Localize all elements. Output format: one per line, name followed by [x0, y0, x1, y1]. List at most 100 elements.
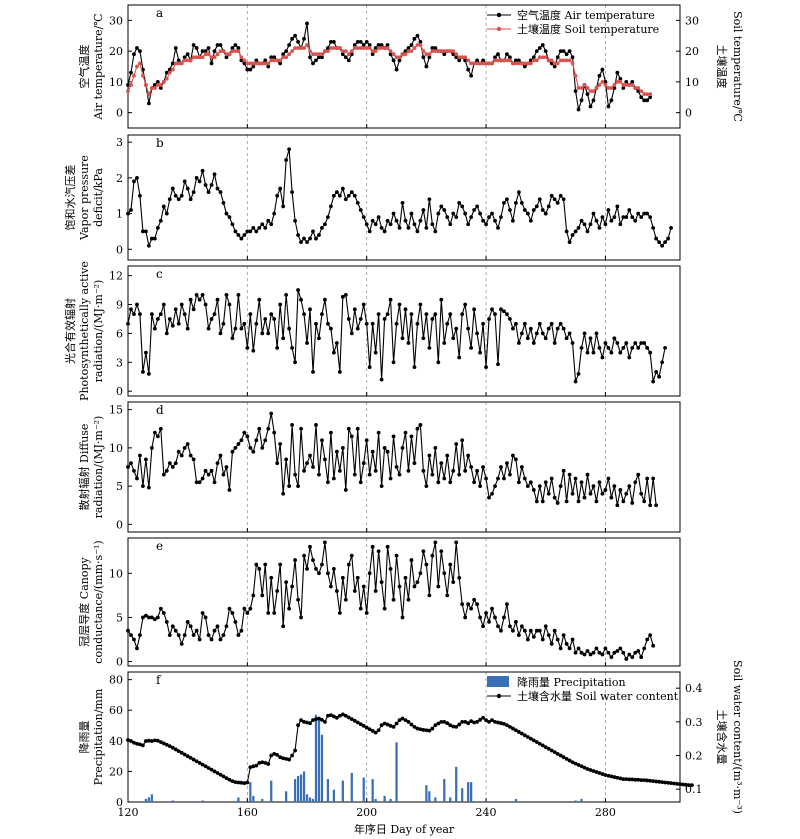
- data-point: [188, 297, 193, 302]
- data-point: [257, 225, 262, 230]
- data-point: [448, 222, 453, 227]
- data-point: [561, 468, 566, 473]
- data-point: [534, 628, 539, 633]
- data-point: [493, 58, 497, 63]
- data-point: [436, 360, 441, 365]
- data-point: [176, 197, 181, 202]
- data-point: [597, 345, 602, 350]
- data-point: [618, 79, 623, 84]
- data-point: [361, 46, 366, 50]
- y-axis-label: deficit/kPa: [92, 168, 105, 227]
- data-point: [421, 208, 426, 212]
- data-point: [155, 738, 160, 743]
- data-point: [430, 49, 435, 54]
- data-point: [597, 480, 602, 485]
- data-point: [400, 716, 405, 721]
- data-point: [522, 61, 527, 66]
- data-point: [227, 606, 232, 611]
- data-point: [239, 58, 244, 63]
- data-point: [164, 76, 169, 81]
- data-point: [161, 741, 166, 746]
- data-point: [588, 89, 593, 93]
- plot-frame: [127, 265, 681, 397]
- data-point: [627, 83, 632, 87]
- data-point: [657, 374, 662, 379]
- data-point: [170, 465, 175, 469]
- data-point: [388, 723, 393, 728]
- legend-swatch: [487, 676, 509, 687]
- data-point: [236, 780, 241, 785]
- data-point: [546, 491, 551, 496]
- data-point: [433, 46, 438, 50]
- data-point: [248, 765, 253, 770]
- data-point: [654, 779, 659, 784]
- data-point: [403, 49, 408, 54]
- data-point: [424, 52, 429, 57]
- data-point: [263, 317, 268, 321]
- panel-letter: e: [156, 539, 163, 553]
- data-point: [203, 49, 208, 54]
- data-point: [126, 321, 130, 326]
- data-point: [141, 370, 145, 374]
- data-point: [379, 580, 384, 585]
- data-point: [513, 728, 518, 733]
- legend-label: 土壤含水量 Soil water content: [517, 689, 679, 703]
- y-tick-label: 5: [116, 480, 123, 493]
- data-point: [149, 236, 154, 241]
- data-point: [155, 225, 160, 230]
- data-point: [358, 606, 363, 611]
- y-axis-label: Vapor pressure: [78, 155, 91, 241]
- data-point: [311, 370, 315, 374]
- data-point: [221, 321, 226, 326]
- data-point: [370, 49, 375, 54]
- data-point: [302, 719, 306, 724]
- precip-bar: [249, 782, 252, 802]
- data-point: [451, 211, 456, 216]
- data-point: [627, 355, 632, 360]
- precip-bar: [580, 798, 583, 802]
- data-point: [597, 650, 602, 655]
- data-point: [642, 211, 647, 216]
- y-axis-label: Photosynthetically active: [78, 261, 91, 401]
- data-point: [311, 465, 315, 469]
- data-point: [493, 719, 497, 724]
- panel-letter: b: [156, 136, 164, 150]
- data-point: [397, 55, 402, 60]
- data-point: [135, 46, 139, 50]
- data-point: [129, 208, 133, 212]
- data-point: [352, 46, 357, 50]
- data-point: [239, 236, 244, 241]
- y-right-tick-label: 0: [685, 107, 692, 120]
- data-point: [690, 783, 694, 788]
- data-point: [391, 211, 396, 216]
- y-tick-label: 0: [116, 385, 123, 398]
- data-point: [594, 646, 599, 651]
- data-point: [394, 321, 399, 326]
- data-point: [135, 741, 139, 746]
- data-point: [343, 49, 348, 54]
- data-point: [639, 215, 644, 220]
- data-point: [215, 771, 220, 775]
- data-point: [487, 495, 491, 500]
- y-tick-label: 10: [109, 567, 123, 580]
- data-point: [349, 190, 354, 195]
- y-right-tick-label: 20: [685, 45, 699, 58]
- data-point: [576, 371, 581, 376]
- data-point: [173, 193, 178, 198]
- data-point: [197, 480, 202, 485]
- y-tick-label: 5: [116, 611, 123, 624]
- data-point: [513, 321, 518, 326]
- data-point: [236, 49, 241, 54]
- data-point: [403, 52, 408, 57]
- data-point: [209, 61, 214, 66]
- data-point: [376, 549, 381, 554]
- x-tick-label: 240: [476, 806, 497, 819]
- data-point: [528, 480, 533, 485]
- plot-frame: [127, 537, 681, 667]
- data-point: [546, 746, 551, 751]
- data-point: [472, 61, 477, 66]
- data-point: [281, 55, 286, 60]
- x-tick-label: 160: [237, 806, 258, 819]
- data-point: [630, 215, 635, 220]
- data-point: [454, 442, 459, 446]
